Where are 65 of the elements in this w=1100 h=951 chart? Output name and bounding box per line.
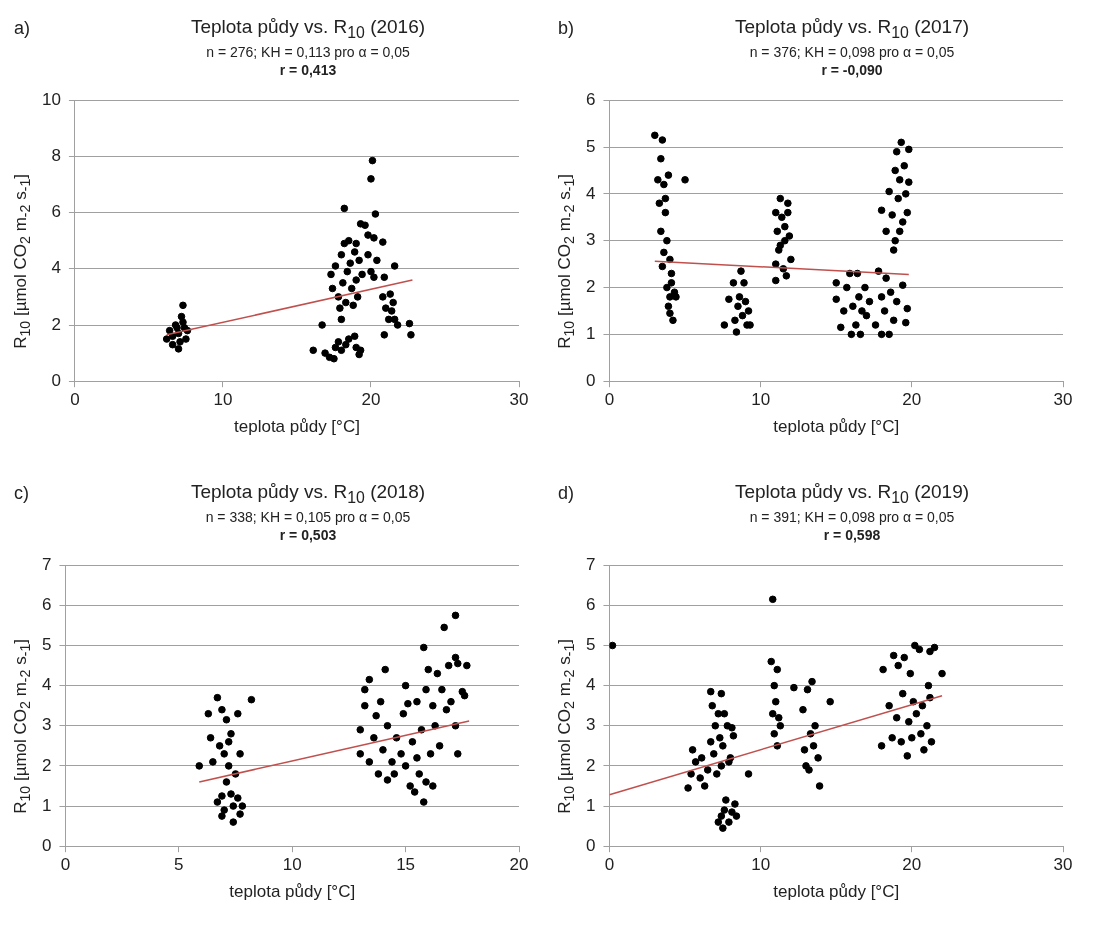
text: r = 0,598	[822, 526, 882, 543]
y-tick-label: 2	[585, 277, 596, 297]
chart-subtitle: n = 276; KH = 0,113 pro α = 0,05	[205, 43, 411, 60]
x-tick-label: 30	[1053, 854, 1073, 874]
y-tick-label: 2	[585, 755, 596, 775]
y-tick-label: 0	[51, 370, 61, 390]
x-tick-label: 30	[1053, 389, 1073, 409]
y-tick-label: 1	[41, 795, 52, 815]
chart-title: Teplota půdy vs. R$_{10}$ (2018)	[189, 481, 427, 507]
x-axis-title: teplota půdy [°C]	[773, 882, 900, 902]
chart-title: Teplota půdy vs. R$_{10}$ (2019)	[733, 481, 971, 507]
y-tick-label: 5	[585, 634, 596, 654]
x-tick-label: 10	[213, 389, 233, 409]
chart-title: Teplota půdy vs. R$_{10}$ (2016)	[189, 16, 427, 42]
x-tick-label: 20	[902, 854, 922, 874]
chart-subtitle: n = 376; KH = 0,098 pro α = 0,05	[748, 43, 956, 60]
text: r = 0,413	[278, 61, 338, 78]
x-axis-title: teplota půdy [°C]	[234, 417, 360, 437]
x-tick-label: 10	[751, 854, 771, 874]
chart-title: Teplota půdy vs. R$_{10}$ (2017)	[733, 16, 971, 42]
x-tick-label: 10	[751, 389, 771, 409]
x-axis-title: teplota půdy [°C]	[229, 882, 356, 902]
x-tick-label: 20	[509, 854, 529, 874]
y-tick-label: 3	[585, 230, 596, 250]
y-tick-label: 0	[585, 835, 596, 855]
text: d)	[558, 483, 575, 504]
x-tick-label: 0	[604, 854, 615, 874]
y-tick-label: 3	[585, 715, 596, 735]
y-tick-label: 4	[41, 675, 52, 695]
y-tick-label: 5	[41, 634, 52, 654]
y-tick-label: 2	[41, 755, 52, 775]
x-tick-label: 30	[509, 389, 529, 409]
x-tick-label: 5	[174, 854, 184, 874]
y-tick-label: 3	[41, 715, 52, 735]
y-tick-label: 0	[41, 835, 52, 855]
y-tick-label: 7	[585, 554, 596, 574]
y-tick-label: 7	[41, 554, 52, 574]
y-tick-label: 8	[51, 145, 61, 165]
x-tick-label: 0	[604, 389, 615, 409]
text: a)	[14, 18, 31, 39]
x-tick-label: 0	[70, 389, 80, 409]
x-tick-label: 20	[361, 389, 381, 409]
y-tick-label: 6	[585, 89, 596, 109]
text: r = -0,090	[820, 61, 884, 78]
x-tick-label: 10	[282, 854, 302, 874]
text: r = 0,503	[278, 526, 338, 543]
y-tick-label: 4	[585, 675, 596, 695]
x-tick-label: 15	[396, 854, 416, 874]
chart-subtitle: n = 338; KH = 0,105 pro α = 0,05	[204, 508, 412, 525]
x-tick-label: 20	[902, 389, 922, 409]
y-tick-label: 4	[585, 183, 596, 203]
y-tick-label: 0	[585, 370, 596, 390]
y-tick-label: 4	[51, 258, 61, 278]
chart-subtitle: n = 391; KH = 0,098 pro α = 0,05	[748, 508, 956, 525]
y-tick-label: 1	[585, 323, 596, 343]
y-tick-label: 6	[585, 594, 596, 614]
text: c)	[14, 483, 29, 504]
text: b)	[558, 18, 575, 39]
y-tick-label: 6	[41, 594, 52, 614]
y-tick-label: 5	[585, 136, 596, 156]
y-tick-label: 6	[51, 202, 61, 222]
y-tick-label: 10	[41, 89, 61, 109]
y-tick-label: 2	[51, 314, 61, 334]
x-axis-title: teplota půdy [°C]	[773, 417, 900, 437]
y-tick-label: 1	[585, 795, 596, 815]
